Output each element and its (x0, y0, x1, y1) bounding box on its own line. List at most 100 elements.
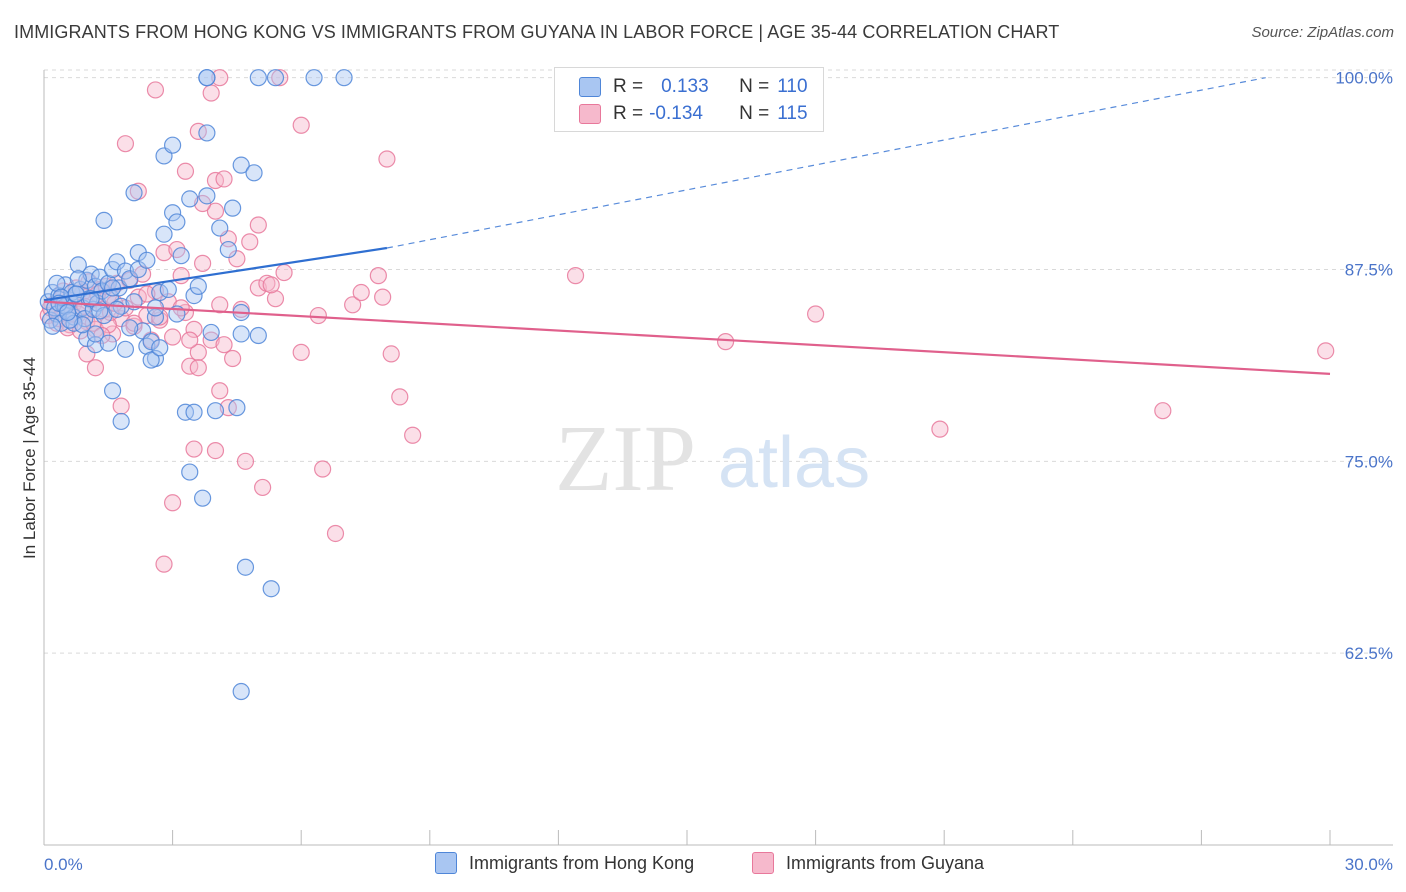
point-guyana (249, 279, 267, 297)
watermark-zip: ZIP (555, 407, 696, 511)
point-hong-kong (86, 325, 105, 343)
point-hong-kong (266, 69, 285, 87)
point-hong-kong (48, 274, 66, 292)
point-guyana (189, 359, 207, 377)
point-guyana (378, 150, 396, 168)
point-guyana (202, 84, 220, 102)
point-hong-kong (108, 300, 126, 319)
point-guyana (1317, 342, 1335, 360)
point-hong-kong (125, 184, 143, 202)
legend-n-hong-kong: 110 (777, 76, 808, 97)
point-hong-kong (151, 339, 169, 357)
point-guyana (716, 333, 735, 351)
legend-row-guyana: R = -0.134 N = 115 (579, 101, 808, 127)
point-guyana (344, 296, 362, 314)
point-guyana (931, 420, 949, 438)
point-guyana (391, 388, 409, 406)
point-guyana (206, 202, 225, 220)
point-guyana (215, 170, 233, 188)
point-guyana (275, 263, 293, 282)
point-hong-kong (198, 69, 216, 87)
point-hong-kong (198, 187, 216, 205)
point-hong-kong (249, 326, 267, 345)
x-tick-label: 0.0% (44, 855, 83, 874)
point-guyana (211, 69, 229, 87)
x-tick-label: 30.0% (1345, 855, 1393, 874)
point-hong-kong (112, 412, 130, 431)
point-hong-kong (168, 213, 186, 231)
point-hong-kong (224, 199, 242, 217)
point-hong-kong (108, 253, 126, 271)
point-guyana (181, 357, 199, 375)
point-hong-kong (236, 558, 255, 576)
point-guyana (228, 250, 246, 268)
axes (43, 70, 1393, 846)
chart-title: IMMIGRANTS FROM HONG KONG VS IMMIGRANTS … (14, 22, 1060, 42)
legend-r-hong-kong: 0.133 (661, 76, 709, 97)
point-guyana (116, 135, 135, 153)
legend-swatch-guyana (579, 104, 601, 124)
point-hong-kong (172, 247, 190, 265)
legend-swatch-hong-kong (579, 77, 601, 97)
point-hong-kong (78, 329, 96, 348)
y-tick-labels: 62.5% 75.0% 87.5% 100.0% (1335, 69, 1393, 663)
point-hong-kong (198, 124, 216, 142)
point-guyana (155, 244, 173, 262)
legend-swatch-guyana (752, 852, 774, 874)
point-hong-kong (129, 260, 147, 279)
series-hong-kong-points (39, 69, 353, 701)
point-guyana (1154, 402, 1172, 420)
legend-label-guyana: Immigrants from Guyana (786, 852, 985, 873)
point-guyana (382, 345, 400, 363)
point-guyana (566, 267, 585, 285)
trend-line-guyana (43, 300, 1331, 375)
point-guyana (369, 267, 387, 285)
point-guyana (164, 494, 182, 512)
y-axis-title: In Labor Force | Age 35-44 (20, 357, 39, 559)
point-guyana (309, 306, 327, 325)
point-guyana (224, 349, 242, 368)
legend-r-guyana: -0.134 (649, 103, 703, 124)
point-hong-kong (73, 316, 92, 334)
trend-line-hong-kong (43, 246, 388, 302)
point-hong-kong (305, 69, 323, 87)
point-hong-kong (138, 251, 156, 269)
point-hong-kong (194, 489, 212, 507)
point-guyana (78, 345, 96, 363)
point-guyana (404, 426, 422, 444)
point-hong-kong (185, 286, 203, 305)
point-guyana (292, 116, 310, 134)
point-guyana (266, 290, 285, 308)
x-tick-labels: 0.0% 30.0% (44, 855, 1393, 874)
point-hong-kong (181, 190, 199, 208)
point-hong-kong (99, 334, 117, 352)
y-tick-label: 62.5% (1345, 644, 1393, 663)
point-hong-kong (262, 580, 280, 598)
legend-n-guyana: 115 (777, 103, 808, 124)
series-guyana-points (39, 69, 1335, 573)
point-guyana (185, 320, 203, 338)
point-hong-kong (155, 225, 173, 243)
point-guyana (254, 478, 272, 497)
point-hong-kong (249, 69, 267, 87)
point-guyana (271, 69, 289, 87)
point-guyana (352, 283, 370, 302)
source-credit: Source: ZipAtlas.com (1251, 24, 1394, 41)
series-legend: Immigrants from Hong Kong Immigrants fro… (0, 852, 1406, 878)
point-hong-kong (58, 303, 77, 322)
point-guyana (806, 305, 825, 323)
point-guyana (155, 555, 173, 573)
point-guyana (314, 460, 332, 478)
point-hong-kong (142, 333, 160, 351)
point-hong-kong (335, 69, 353, 87)
trend-lines (43, 77, 1331, 375)
point-hong-kong (116, 340, 135, 358)
point-hong-kong (103, 382, 122, 400)
point-hong-kong (91, 268, 109, 286)
point-hong-kong (202, 323, 220, 342)
point-guyana (164, 328, 182, 346)
point-hong-kong (232, 156, 250, 174)
point-hong-kong (164, 204, 182, 222)
point-guyana (189, 343, 207, 361)
